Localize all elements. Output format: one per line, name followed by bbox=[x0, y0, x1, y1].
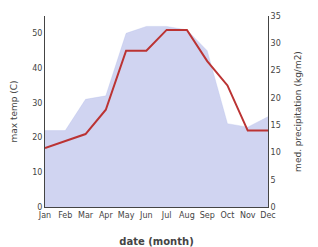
svg-text:35: 35 bbox=[271, 12, 281, 21]
svg-text:May: May bbox=[118, 211, 135, 220]
svg-text:Apr: Apr bbox=[99, 211, 114, 220]
svg-text:0: 0 bbox=[271, 203, 276, 212]
svg-text:25: 25 bbox=[271, 66, 281, 75]
svg-text:Jun: Jun bbox=[139, 211, 153, 220]
svg-text:Oct: Oct bbox=[221, 211, 235, 220]
svg-text:max temp (C): max temp (C) bbox=[9, 80, 19, 142]
svg-text:med. precipitation (kg/m2): med. precipitation (kg/m2) bbox=[293, 51, 303, 172]
svg-text:0: 0 bbox=[37, 203, 42, 212]
svg-text:30: 30 bbox=[32, 99, 42, 108]
svg-text:10: 10 bbox=[271, 148, 281, 157]
svg-text:Nov: Nov bbox=[240, 211, 256, 220]
svg-text:10: 10 bbox=[32, 168, 42, 177]
svg-text:40: 40 bbox=[32, 64, 42, 73]
svg-text:Sep: Sep bbox=[200, 211, 215, 220]
svg-text:20: 20 bbox=[32, 133, 42, 142]
svg-text:30: 30 bbox=[271, 39, 281, 48]
svg-text:Jul: Jul bbox=[161, 211, 172, 220]
svg-text:date (month): date (month) bbox=[119, 236, 193, 247]
svg-text:Jan: Jan bbox=[38, 211, 51, 220]
svg-text:Mar: Mar bbox=[78, 211, 94, 220]
svg-text:50: 50 bbox=[32, 29, 42, 38]
svg-text:20: 20 bbox=[271, 94, 281, 103]
svg-text:5: 5 bbox=[271, 176, 276, 185]
svg-text:15: 15 bbox=[271, 121, 281, 130]
svg-text:Aug: Aug bbox=[179, 211, 195, 220]
svg-text:Dec: Dec bbox=[260, 211, 275, 220]
svg-text:Feb: Feb bbox=[58, 211, 72, 220]
